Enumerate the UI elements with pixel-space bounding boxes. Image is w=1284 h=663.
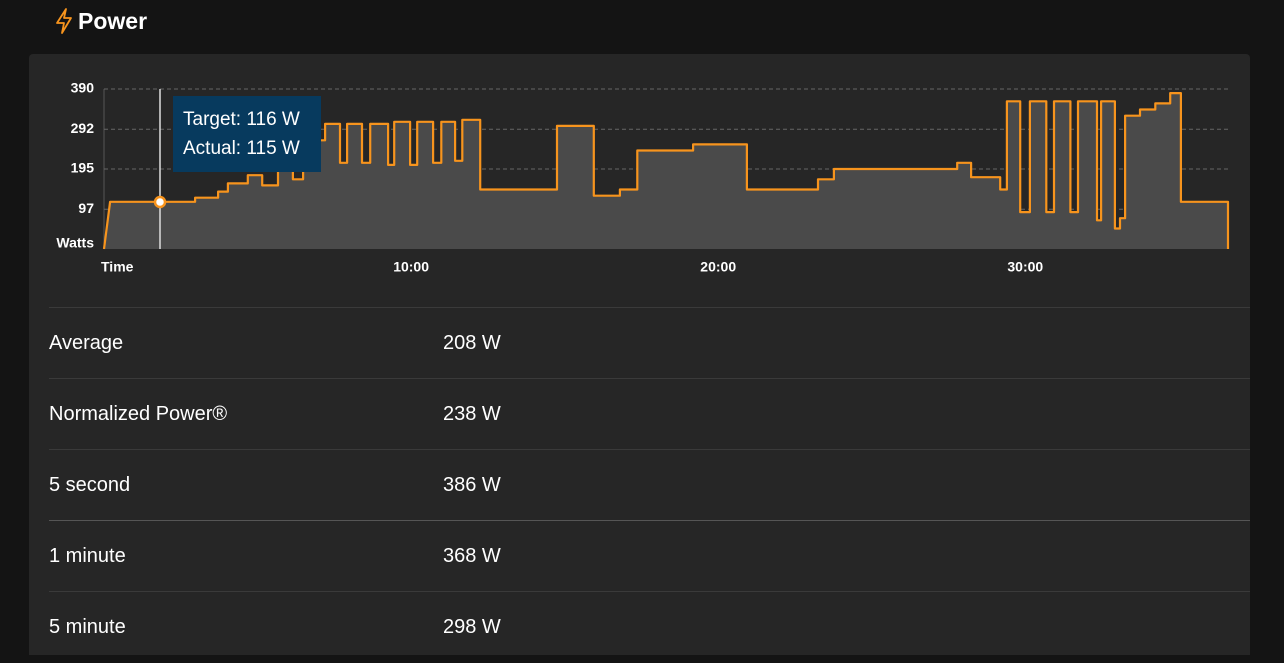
section-header: Power xyxy=(54,6,147,36)
stat-row: 5 minute 298 W xyxy=(49,591,1250,663)
x-axis-label: Time xyxy=(101,259,134,275)
y-tick-label: 292 xyxy=(71,120,95,136)
stat-row: Normalized Power® 238 W xyxy=(49,378,1250,450)
stat-label: Normalized Power® xyxy=(49,403,228,425)
stat-value: 298 W xyxy=(443,616,501,638)
stat-row: Average 208 W xyxy=(49,307,1250,379)
x-tick-label: 20:00 xyxy=(700,259,736,275)
hover-dot xyxy=(153,195,167,209)
stat-row: 5 second 386 W xyxy=(49,449,1250,521)
x-tick-label: 30:00 xyxy=(1007,259,1043,275)
y-axis-label: Watts xyxy=(56,235,94,251)
stat-row: 1 minute 368 W xyxy=(49,520,1250,592)
tooltip-target: Target: 116 W xyxy=(183,109,300,130)
y-tick-label: 390 xyxy=(71,80,95,96)
stat-label: 5 second xyxy=(49,474,131,496)
stat-value: 238 W xyxy=(443,403,501,425)
bolt-icon xyxy=(56,8,72,34)
tooltip-actual: Actual: 115 W xyxy=(183,138,300,159)
stat-label: Average xyxy=(49,332,124,354)
area-fill xyxy=(104,93,1228,249)
power-chart: 97 195 292 390 Watts Time 10:00 20:00 30:00 Targe… xyxy=(56,80,1230,275)
stat-value: 386 W xyxy=(443,474,501,496)
y-tick-label: 97 xyxy=(78,200,94,216)
stat-label: 5 minute xyxy=(49,616,126,638)
x-tick-label: 10:00 xyxy=(393,259,429,275)
stat-value: 368 W xyxy=(443,545,501,567)
stat-label: 1 minute xyxy=(49,545,126,567)
stat-value: 208 W xyxy=(443,332,501,354)
tooltip-box xyxy=(173,96,321,172)
y-tick-label: 195 xyxy=(71,160,95,176)
section-title: Power xyxy=(78,7,148,34)
